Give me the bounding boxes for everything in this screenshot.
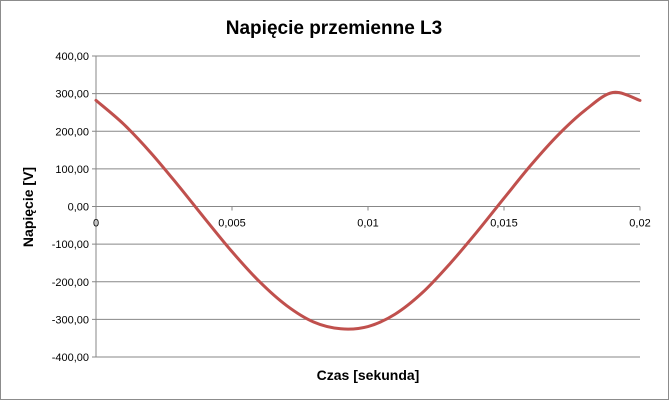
y-tick-label: -100,00 <box>52 239 89 251</box>
tick-labels: 400,00 300,00 200,00 100,00 0,00 -100,00 -200,… <box>52 51 651 364</box>
x-tick-label: 0,005 <box>218 218 246 230</box>
x-tick-label: 0,015 <box>490 218 518 230</box>
chart-title: Napięcie przemienne L3 <box>226 18 442 39</box>
gridlines <box>96 55 640 358</box>
x-tick-label: 0,02 <box>629 218 650 230</box>
y-tick-label: 300,00 <box>55 89 89 101</box>
y-tick-label: -200,00 <box>52 277 89 289</box>
series-layer <box>94 90 642 331</box>
y-tick-label: -400,00 <box>52 352 89 364</box>
x-tick-label: 0,01 <box>357 218 378 230</box>
y-tick-label: 0,00 <box>68 202 89 214</box>
series-line <box>94 90 642 331</box>
axes <box>92 55 641 358</box>
x-tick-label: 0 <box>93 218 99 230</box>
y-axis-title: Napięcie [V] <box>20 167 36 247</box>
y-tick-label: -300,00 <box>52 314 89 326</box>
y-tick-label: 100,00 <box>55 164 89 176</box>
y-tick-label: 400,00 <box>55 51 89 63</box>
y-tick-label: 200,00 <box>55 126 89 138</box>
x-axis-title: Czas [sekunda] <box>317 367 420 383</box>
